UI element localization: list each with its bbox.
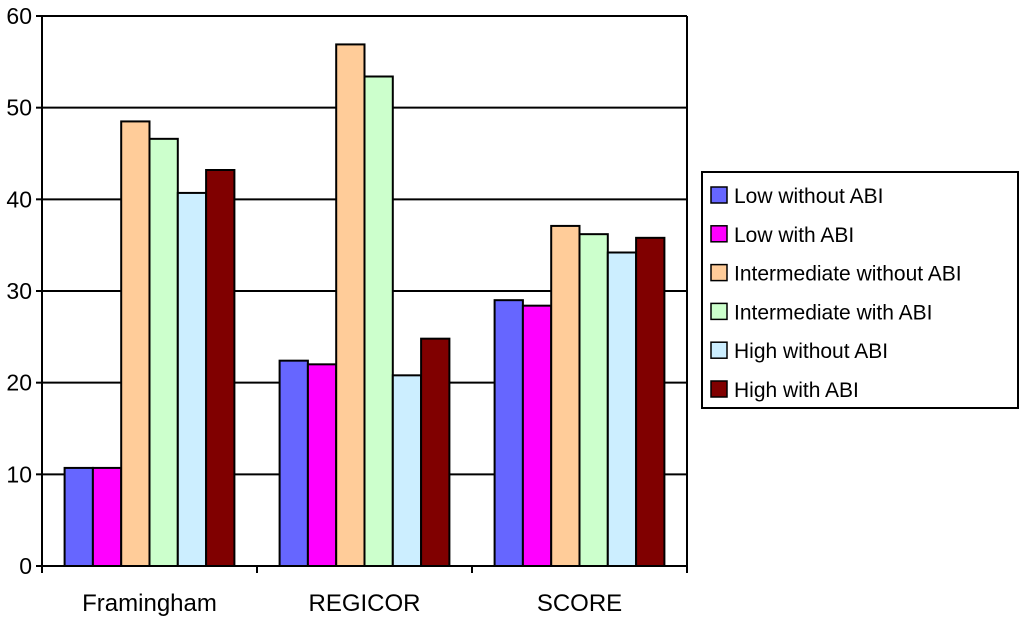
legend-label: Intermediate without ABI [734, 263, 962, 286]
bar-framingham-low-without-abi [63, 466, 94, 567]
y-tick-label: 0 [19, 553, 32, 579]
legend-label: Low without ABI [734, 185, 883, 208]
legend-label: High without ABI [734, 340, 888, 363]
legend-swatch [710, 263, 728, 282]
legend-box [701, 171, 1019, 409]
bar-score-high-with-abi [635, 236, 666, 567]
y-tick-label: 40 [6, 186, 32, 212]
bar-regicor-intermediate-with-abi [363, 75, 394, 567]
x-tick-label: SCORE [537, 590, 622, 617]
legend-swatch [710, 225, 728, 243]
x-tick-label: Framingham [82, 590, 217, 617]
legend-label: Intermediate with ABI [734, 301, 932, 324]
bar-score-low-without-abi [493, 299, 524, 567]
bar-score-intermediate-without-abi [550, 224, 581, 568]
bar-framingham-intermediate-with-abi [148, 137, 179, 567]
bar-score-intermediate-with-abi [578, 233, 609, 568]
bar-framingham-high-without-abi [176, 191, 208, 568]
x-tick-label: REGICOR [308, 590, 420, 617]
y-tick-label: 20 [6, 370, 32, 396]
legend-swatch [710, 186, 728, 204]
legend-swatch [710, 380, 728, 398]
bar-framingham-low-with-abi [91, 466, 123, 567]
bar-framingham-intermediate-without-abi [120, 120, 151, 568]
bar-regicor-high-with-abi [420, 337, 451, 567]
legend-swatch [710, 341, 728, 359]
bar-regicor-low-with-abi [306, 363, 338, 568]
bar-score-high-without-abi [606, 251, 638, 567]
y-tick-label: 50 [6, 95, 32, 121]
y-tick-label: 30 [6, 278, 32, 304]
y-tick-label: 10 [6, 461, 32, 487]
bar-regicor-intermediate-without-abi [335, 43, 366, 567]
y-tick-label: 60 [6, 3, 32, 29]
legend-label: Low with ABI [734, 224, 854, 247]
bar-score-low-with-abi [521, 304, 553, 567]
bar-regicor-low-without-abi [278, 359, 309, 567]
bar-framingham-high-with-abi [205, 169, 236, 567]
bar-regicor-high-without-abi [391, 374, 423, 568]
legend-swatch [710, 302, 728, 321]
legend-label: High with ABI [734, 379, 859, 402]
